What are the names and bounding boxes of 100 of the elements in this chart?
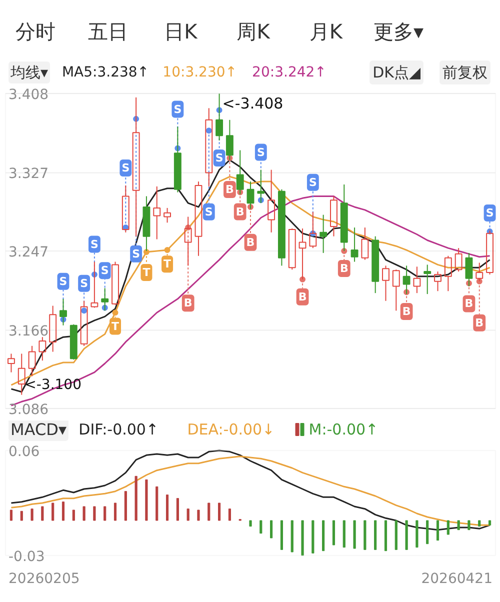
bar	[41, 506, 44, 521]
candlestick	[350, 227, 358, 262]
bar	[426, 520, 429, 544]
data-label: T	[164, 258, 172, 271]
bar	[249, 520, 252, 527]
candlestick	[413, 266, 421, 294]
text: 20260421	[421, 571, 493, 587]
data-label: B	[246, 236, 255, 249]
bar	[208, 502, 210, 521]
data-label: S	[80, 276, 88, 290]
text: 更多▾	[373, 20, 424, 44]
bar	[218, 502, 221, 521]
y-tick-label: -0.03	[8, 549, 45, 565]
bar	[134, 476, 138, 521]
data-label: S	[100, 264, 109, 278]
y-tick-label: 3.166	[8, 324, 49, 340]
bar	[457, 520, 460, 530]
bar	[93, 506, 96, 521]
data-label: S	[132, 247, 140, 260]
data-label: S	[486, 206, 494, 220]
bar	[405, 520, 408, 550]
y-tick-label: 0.06	[8, 444, 40, 460]
text: 日K	[164, 20, 198, 44]
data-label: B	[226, 183, 234, 196]
candlestick	[268, 169, 276, 233]
bar	[166, 494, 169, 521]
data-label: S	[59, 274, 68, 288]
data-label: B	[402, 305, 411, 318]
data-label: S	[174, 102, 182, 116]
y-tick-label: 3.327	[8, 166, 49, 182]
data-label: T	[112, 320, 120, 333]
text: 分时	[16, 20, 56, 44]
bar	[20, 510, 23, 521]
data-label: B	[464, 297, 474, 310]
bar	[197, 510, 200, 521]
text: MA5:3.238↑	[62, 64, 150, 80]
bar	[478, 520, 481, 527]
candlestick	[7, 353, 15, 373]
text: 20260205	[8, 571, 80, 587]
bar	[301, 520, 304, 556]
data-label: B	[236, 205, 244, 218]
bar	[10, 510, 13, 521]
data-label: S	[256, 146, 265, 159]
series-label: DEA:-0.00↓	[187, 420, 275, 438]
point	[81, 308, 88, 314]
bar	[186, 508, 190, 521]
bar	[114, 502, 117, 521]
bar	[394, 520, 398, 550]
point	[206, 128, 212, 134]
bar	[156, 486, 158, 521]
data-label: T	[142, 266, 151, 279]
bar	[145, 479, 148, 521]
data-label: S	[122, 161, 130, 174]
text: 月K	[309, 20, 344, 44]
bar	[342, 520, 346, 548]
text: 前复权	[442, 64, 488, 82]
candlestick	[153, 186, 161, 240]
bar	[384, 520, 388, 552]
bar	[322, 520, 325, 552]
data-label: S	[215, 151, 224, 164]
candlestick	[320, 214, 328, 254]
bar	[446, 520, 450, 535]
bar	[312, 520, 314, 554]
bar	[104, 506, 106, 521]
data-label: S	[308, 176, 317, 189]
data-label: B	[184, 296, 192, 310]
data-label: B	[340, 262, 348, 275]
bar	[62, 502, 65, 521]
text: 周K	[236, 20, 271, 44]
data-label: B	[298, 290, 307, 304]
text: 20:3.242↑	[252, 64, 326, 80]
bar	[468, 520, 470, 530]
bar	[290, 520, 294, 552]
bar	[72, 510, 75, 521]
bar	[436, 520, 440, 541]
point	[143, 248, 150, 255]
text: DK点◢	[372, 64, 421, 82]
y-tick-label: 3.408	[8, 87, 49, 103]
bar	[280, 520, 283, 550]
legend-title: MACD▾	[10, 420, 66, 439]
text: 五日	[88, 20, 128, 44]
bar	[353, 520, 356, 549]
bar	[260, 520, 262, 534]
legend-label: M:-0.00↑	[308, 420, 378, 438]
bar	[270, 520, 273, 538]
candlestick	[49, 305, 57, 352]
data-label: B	[475, 316, 484, 330]
legend-title: 均线▾	[10, 64, 48, 82]
y-tick-label: 3.086	[8, 402, 49, 418]
series-label: DIF:-0.00↑	[78, 420, 159, 438]
bar	[52, 502, 54, 521]
bar	[374, 520, 377, 550]
bar	[416, 520, 418, 548]
bar	[332, 520, 336, 546]
data-label: S	[204, 205, 213, 218]
bar	[30, 508, 34, 521]
point	[164, 247, 170, 254]
bar	[124, 491, 127, 521]
bar	[488, 520, 492, 526]
bar	[176, 498, 179, 521]
